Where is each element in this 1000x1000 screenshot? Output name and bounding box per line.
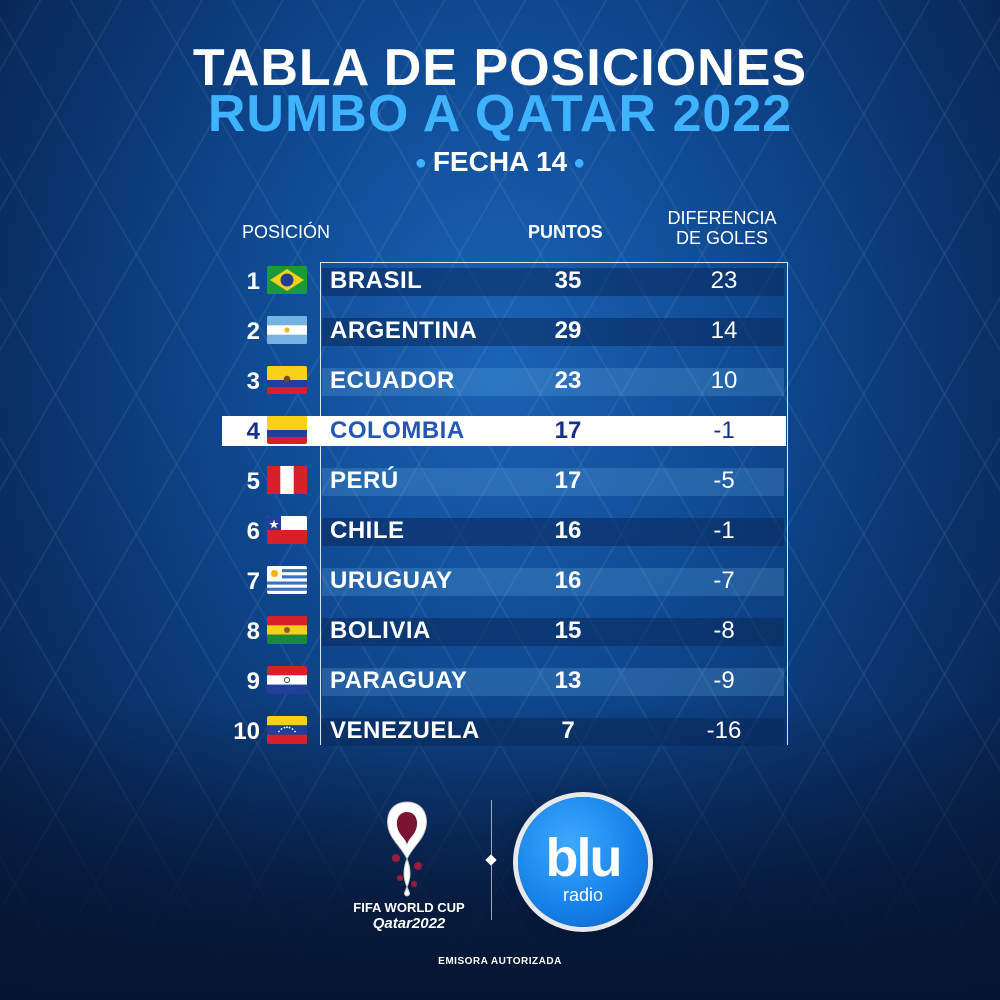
- row-goal-diff: 10: [710, 367, 738, 394]
- table-row: 1 BRASIL 35 23: [0, 256, 1000, 306]
- row-points: 23: [554, 367, 582, 394]
- table-frame: [320, 262, 788, 745]
- table-row: 6 CHILE 16 -1: [0, 506, 1000, 556]
- table-row-highlighted: 4 COLOMBIA 17 -1: [0, 406, 1000, 456]
- row-goal-diff: -7: [713, 567, 735, 594]
- row-goal-diff: 14: [710, 317, 738, 344]
- column-header-points: PUNTOS: [528, 222, 603, 242]
- row-position: 6: [246, 518, 260, 545]
- row-position: 7: [246, 568, 260, 595]
- title-line2: RUMBO A QATAR 2022: [207, 85, 793, 143]
- row-points: 7: [561, 717, 575, 744]
- row-team: PERÚ: [330, 467, 399, 494]
- table-row: 7 URUGUAY 16 -7: [0, 556, 1000, 606]
- row-position: 9: [246, 668, 260, 695]
- row-goal-diff: -5: [713, 467, 735, 494]
- table-row: 3 ECUADOR 23 10: [0, 356, 1000, 406]
- row-team: VENEZUELA: [330, 717, 480, 744]
- diamond-icon: [485, 854, 497, 866]
- goal-diff-line1: DIFERENCIA: [667, 208, 777, 228]
- row-team: PARAGUAY: [330, 667, 468, 694]
- row-position: 8: [246, 618, 260, 645]
- blu-logo-text: blu: [545, 828, 623, 888]
- row-position: 1: [246, 268, 260, 295]
- footer-text: EMISORA AUTORIZADA: [438, 956, 562, 967]
- fifa-world-cup-logo: [352, 796, 462, 936]
- row-team: ECUADOR: [330, 367, 455, 394]
- argentina-flag-icon: [267, 316, 307, 344]
- brazil-flag-icon: [267, 266, 307, 294]
- row-goal-diff: 23: [710, 267, 738, 294]
- worldcup-text-line1: FIFA WORLD CUP: [353, 900, 465, 915]
- bolivia-flag-icon: [267, 616, 307, 644]
- row-position: 10: [233, 718, 260, 745]
- blu-radio-logo: blu radio: [518, 797, 648, 927]
- row-points: 16: [554, 517, 582, 544]
- paraguay-flag-icon: [267, 666, 307, 694]
- worldcup-text-line2: Qatar2022: [372, 915, 446, 932]
- row-position: 5: [246, 468, 260, 495]
- row-points: 17: [554, 467, 582, 494]
- row-goal-diff: -8: [713, 617, 735, 644]
- row-points: 35: [554, 267, 582, 294]
- peru-flag-icon: [267, 466, 307, 494]
- row-team: ARGENTINA: [330, 317, 478, 344]
- subtitle: ● FECHA 14 ●: [0, 146, 1000, 178]
- venezuela-flag-icon: [267, 716, 307, 744]
- row-goal-diff: -9: [713, 667, 735, 694]
- row-team: URUGUAY: [330, 567, 453, 594]
- table-row: 5 PERÚ 17 -5: [0, 456, 1000, 506]
- row-team: BRASIL: [330, 267, 423, 294]
- ecuador-flag-icon: [267, 366, 307, 394]
- column-header-goal-diff: DIFERENCIA DE GOLES: [652, 208, 792, 248]
- table-row: 10 VENEZUELA 7 -16: [0, 706, 1000, 756]
- row-goal-diff: -16: [706, 717, 742, 744]
- row-points: 15: [554, 617, 582, 644]
- row-team: CHILE: [330, 517, 405, 544]
- column-header-position: POSICIÓN: [242, 222, 331, 242]
- chile-flag-icon: [267, 516, 307, 544]
- row-goal-diff: -1: [713, 517, 735, 544]
- blu-logo-subtext: radio: [562, 885, 604, 905]
- row-points: 16: [554, 567, 582, 594]
- uruguay-flag-icon: [267, 566, 307, 594]
- table-row: 8 BOLIVIA 15 -8: [0, 606, 1000, 656]
- row-team: COLOMBIA: [330, 417, 465, 444]
- table-row: 9 PARAGUAY 13 -9: [0, 656, 1000, 706]
- row-points: 17: [554, 417, 582, 444]
- bullet-icon: ●: [414, 152, 427, 175]
- title-line1: TABLA DE POSICIONES: [192, 39, 808, 97]
- bullet-icon: ●: [573, 152, 586, 175]
- goal-diff-line2: DE GOLES: [675, 228, 769, 248]
- colombia-flag-icon: [267, 416, 307, 444]
- row-points: 13: [554, 667, 582, 694]
- row-team: BOLIVIA: [330, 617, 431, 644]
- subtitle-text: FECHA 14: [432, 146, 568, 177]
- row-position: 4: [246, 418, 260, 445]
- row-points: 29: [554, 317, 582, 344]
- row-position: 2: [246, 318, 260, 345]
- table-row: 2 ARGENTINA 29 14: [0, 306, 1000, 356]
- row-goal-diff: -1: [713, 417, 735, 444]
- row-position: 3: [246, 368, 260, 395]
